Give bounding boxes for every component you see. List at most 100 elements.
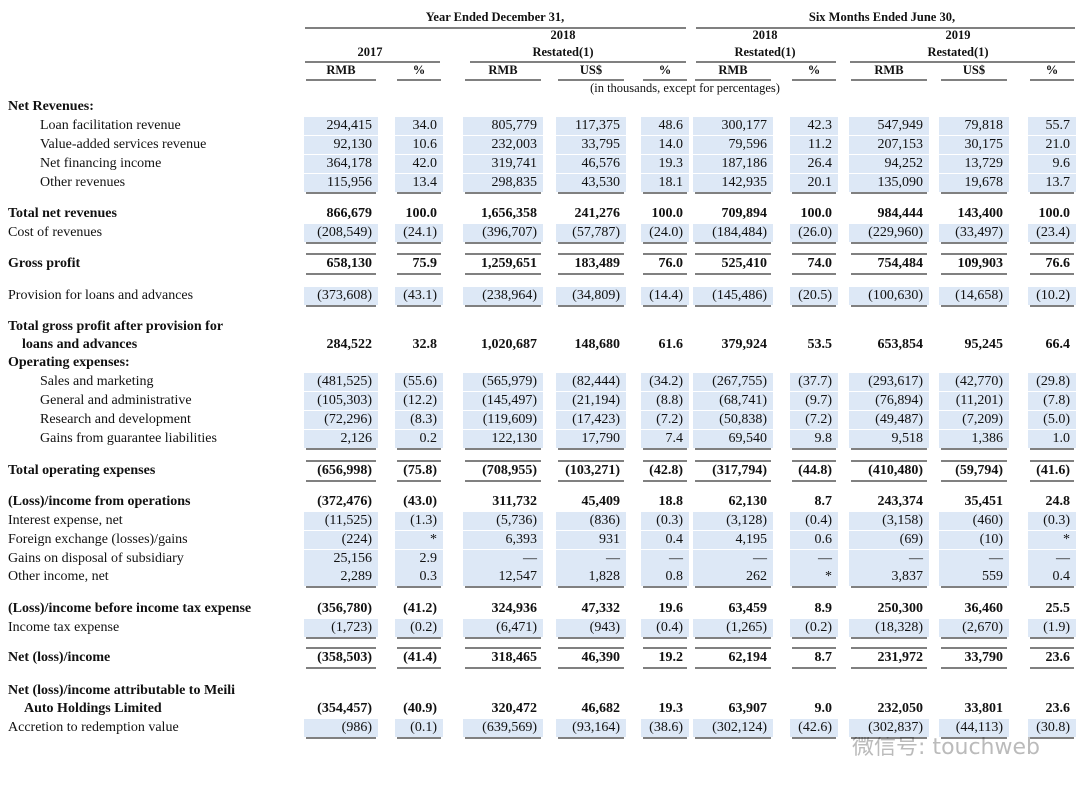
cell-shade <box>463 512 543 530</box>
cell-shade <box>1028 568 1076 586</box>
cell-shade <box>790 224 838 242</box>
cell-shade <box>939 411 1009 429</box>
cell-shade <box>1028 174 1076 192</box>
row-label: Other revenues <box>40 175 125 190</box>
restated: Restated(1) <box>532 45 593 59</box>
cell-value: (55.6) <box>403 374 437 389</box>
cell-value: (7.2) <box>805 412 832 427</box>
cell-value: 46,682 <box>582 701 621 716</box>
cell-value: (208,549) <box>317 225 372 240</box>
cell-shade <box>395 619 443 637</box>
cell-shade <box>463 287 543 305</box>
cell-value: (75.8) <box>403 463 437 478</box>
cell-value: (41.2) <box>403 601 437 616</box>
cell-value: 46,390 <box>582 650 621 665</box>
cell-shade <box>1028 373 1076 391</box>
cell-shade <box>556 224 626 242</box>
column-header: % <box>808 63 821 77</box>
cell-shade <box>849 550 929 568</box>
cell-shade <box>1028 719 1076 737</box>
cell-value: (460) <box>973 513 1004 528</box>
cell-value: (354,457) <box>317 701 372 716</box>
cell-value: (103,271) <box>565 463 620 478</box>
cell-shade <box>463 568 543 586</box>
cell-value: 2,289 <box>341 569 373 584</box>
cell-shade <box>463 392 543 410</box>
cell-value: 319,741 <box>492 156 538 171</box>
column-header: RMB <box>488 63 517 77</box>
cell-value: (0.1) <box>410 720 437 735</box>
cell-value: 61.6 <box>659 337 684 352</box>
cell-value: — <box>1055 551 1071 566</box>
cell-value: 135,090 <box>878 175 924 190</box>
cell-value: (5.0) <box>1043 412 1070 427</box>
cell-value: (14,658) <box>955 288 1003 303</box>
cell-value: 100.0 <box>1039 206 1071 221</box>
column-header: RMB <box>326 63 355 77</box>
cell-shade <box>790 287 838 305</box>
cell-value: (302,124) <box>712 720 767 735</box>
cell-shade <box>693 136 773 154</box>
row-label: Net financing income <box>40 156 161 171</box>
cell-shade <box>939 174 1009 192</box>
cell-shade <box>693 430 773 448</box>
cell-value: (41.6) <box>1036 463 1070 478</box>
cell-value: 9,518 <box>892 431 924 446</box>
cell-value: 294,415 <box>327 118 373 133</box>
cell-value: 13.4 <box>413 175 438 190</box>
cell-value: (12.2) <box>403 393 437 408</box>
cell-shade <box>790 155 838 173</box>
cell-value: (42.6) <box>798 720 832 735</box>
cell-value: (59,794) <box>955 463 1003 478</box>
cell-value: 25,156 <box>334 551 373 566</box>
row-label: Gross profit <box>8 256 81 271</box>
cell-shade <box>395 719 443 737</box>
cell-value: 23.6 <box>1046 701 1071 716</box>
cell-value: (119,609) <box>483 412 538 427</box>
row-label: Total gross profit after provision for <box>8 319 223 334</box>
cell-shade <box>556 719 626 737</box>
cell-value: 8.7 <box>815 650 833 665</box>
cell-value: 13,729 <box>965 156 1004 171</box>
cell-shade <box>790 512 838 530</box>
row-label: Net (loss)/income attributable to Meili <box>8 683 235 698</box>
cell-value: 76.6 <box>1046 256 1071 271</box>
row-label: Other income, net <box>8 569 109 584</box>
cell-shade <box>556 430 626 448</box>
cell-value: (105,303) <box>317 393 372 408</box>
cell-shade <box>939 550 1009 568</box>
cell-shade <box>556 174 626 192</box>
cell-value: 63,459 <box>729 601 768 616</box>
cell-value: 318,465 <box>492 650 538 665</box>
cell-shade <box>395 155 443 173</box>
column-header: US$ <box>580 63 602 77</box>
cell-value: 117,375 <box>575 118 620 133</box>
cell-value: 79,596 <box>729 137 768 152</box>
cell-value: (836) <box>590 513 621 528</box>
cell-value: (229,960) <box>868 225 923 240</box>
cell-shade <box>641 287 689 305</box>
year-header: 2018 <box>753 28 778 42</box>
cell-shade <box>395 136 443 154</box>
cell-value: — <box>522 551 538 566</box>
cell-value: (26.0) <box>798 225 832 240</box>
cell-shade <box>939 117 1009 135</box>
cell-value: (34.2) <box>649 374 683 389</box>
row-label: Sales and marketing <box>40 374 154 389</box>
cell-shade <box>641 531 689 549</box>
cell-value: 34.0 <box>413 118 438 133</box>
cell-value: 364,178 <box>327 156 373 171</box>
cell-shade <box>641 430 689 448</box>
cell-value: 35,451 <box>965 494 1004 509</box>
cell-shade <box>463 411 543 429</box>
cell-shade <box>939 373 1009 391</box>
cell-value: 14.0 <box>659 137 684 152</box>
cell-shade <box>641 224 689 242</box>
cell-value: 9.8 <box>815 431 833 446</box>
cell-value: 232,050 <box>878 701 924 716</box>
cell-value: (358,503) <box>317 650 372 665</box>
cell-value: 122,130 <box>492 431 538 446</box>
cell-value: 33,801 <box>965 701 1004 716</box>
cell-shade <box>304 719 378 737</box>
cell-value: (49,487) <box>875 412 923 427</box>
